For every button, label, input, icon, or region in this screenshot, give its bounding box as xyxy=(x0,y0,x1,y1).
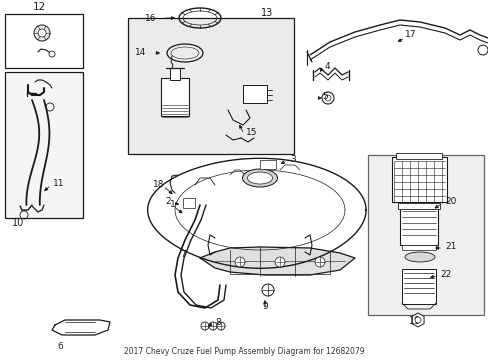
Bar xyxy=(399,207,437,245)
Polygon shape xyxy=(52,320,110,335)
Bar xyxy=(395,153,441,159)
Text: 2: 2 xyxy=(164,197,170,206)
Text: 18: 18 xyxy=(153,180,164,189)
Bar xyxy=(391,157,446,202)
Circle shape xyxy=(414,317,420,323)
Text: 10: 10 xyxy=(12,218,24,228)
Circle shape xyxy=(477,45,487,55)
Text: 4: 4 xyxy=(325,62,330,71)
Text: 7: 7 xyxy=(180,250,185,259)
Text: 8: 8 xyxy=(215,318,220,327)
Bar xyxy=(260,160,275,169)
Text: 20: 20 xyxy=(444,197,455,206)
Circle shape xyxy=(314,257,325,267)
Bar xyxy=(401,245,435,250)
Bar xyxy=(161,78,189,116)
Bar xyxy=(5,72,83,218)
Circle shape xyxy=(262,284,273,296)
Text: 3: 3 xyxy=(289,155,295,164)
Text: 6: 6 xyxy=(57,342,63,351)
Ellipse shape xyxy=(404,252,434,262)
Circle shape xyxy=(235,257,244,267)
Circle shape xyxy=(217,322,224,330)
Polygon shape xyxy=(200,247,354,275)
Text: 13: 13 xyxy=(261,8,273,18)
Circle shape xyxy=(321,92,333,104)
Text: 5: 5 xyxy=(321,92,327,101)
Circle shape xyxy=(38,29,46,37)
Bar xyxy=(128,18,293,154)
Text: 21: 21 xyxy=(444,242,455,251)
Ellipse shape xyxy=(242,169,277,187)
Circle shape xyxy=(208,322,217,330)
Bar xyxy=(397,203,439,209)
Text: 19: 19 xyxy=(408,316,420,326)
Polygon shape xyxy=(147,158,366,268)
Bar xyxy=(170,68,180,80)
Text: 22: 22 xyxy=(439,270,450,279)
Text: 2017 Chevy Cruze Fuel Pump Assembly Diagram for 12682079: 2017 Chevy Cruze Fuel Pump Assembly Diag… xyxy=(124,347,364,356)
Circle shape xyxy=(49,51,55,57)
Text: 1: 1 xyxy=(170,200,175,209)
Bar xyxy=(401,269,435,304)
Text: 11: 11 xyxy=(53,179,64,188)
Text: 15: 15 xyxy=(245,128,257,137)
Circle shape xyxy=(274,257,285,267)
Text: 14: 14 xyxy=(135,48,146,57)
Circle shape xyxy=(34,25,50,41)
Text: 16: 16 xyxy=(145,14,156,23)
Text: 12: 12 xyxy=(33,2,46,12)
Text: 17: 17 xyxy=(404,30,416,39)
Circle shape xyxy=(201,322,208,330)
Bar xyxy=(243,85,266,103)
Text: 9: 9 xyxy=(262,302,267,311)
Circle shape xyxy=(325,95,330,101)
Bar xyxy=(183,198,195,208)
Ellipse shape xyxy=(247,172,272,184)
Bar xyxy=(5,14,83,68)
Bar xyxy=(367,155,483,315)
